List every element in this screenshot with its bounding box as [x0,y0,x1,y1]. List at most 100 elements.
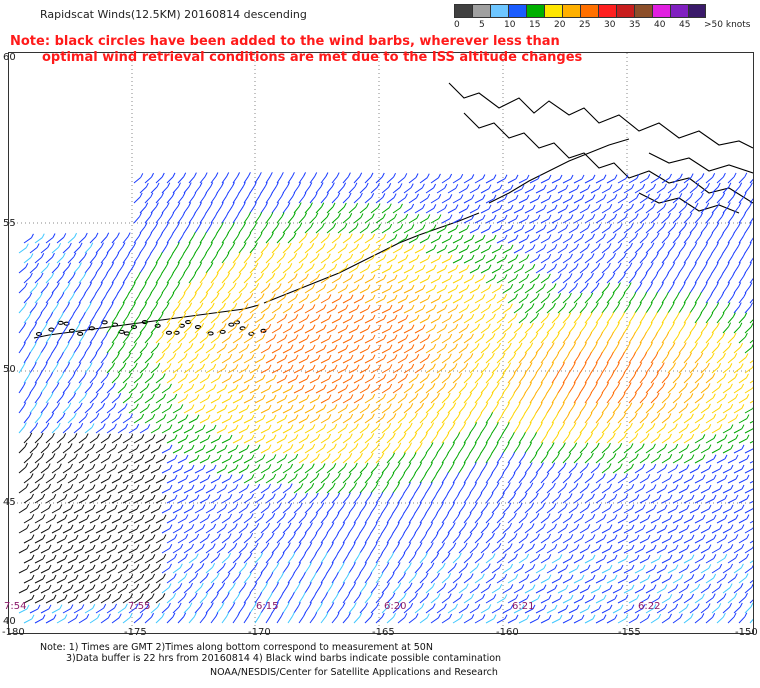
wind-barb [628,197,637,204]
wind-barb-feather [713,413,717,419]
wind-barb [375,318,385,324]
wind-barb [144,376,153,384]
wind-barb-feather [284,434,288,439]
wind-barb [513,406,519,414]
wind-barb [436,367,445,374]
wind-barb-feather [350,294,354,299]
wind-barb-feather [706,342,710,347]
wind-barb [375,217,384,224]
wind-barb [122,498,132,504]
wind-barb [634,447,643,454]
wind-barb [667,246,674,254]
wind-barb-feather [83,352,87,357]
wind-barb-feather [584,422,588,427]
wind-barb [447,367,456,374]
wind-barb-feather [504,254,508,259]
wind-barb [29,426,36,434]
wind-barb [210,498,220,504]
wind-barb-feather [676,312,680,317]
wind-barb [733,407,743,414]
wind-barb-feather [523,452,527,457]
wind-barb-feather [515,293,518,299]
wind-barb [403,288,413,294]
wind-barb [595,497,604,504]
wind-barb [265,358,275,364]
wind-barb [216,468,226,474]
wind-barb [95,528,105,534]
wind-barb [205,367,214,374]
wind-barb-feather [694,302,697,307]
wind-barb-feather [460,254,464,260]
wind-barb-feather [174,434,178,440]
wind-barb-feather [588,372,592,377]
wind-barb [623,528,633,534]
wind-barb-feather [262,414,266,420]
wind-barb-feather [257,464,261,469]
wind-barb [282,487,291,494]
wind-barb-feather [356,264,360,269]
wind-barb-feather [399,403,403,408]
wind-barb [705,478,715,484]
wind-barb [172,547,181,554]
wind-barb-feather [89,362,93,367]
wind-barb [95,508,105,514]
wind-barb [51,306,58,314]
wind-barb-feather [145,342,149,348]
wind-barb [601,346,607,354]
wind-barb-feather [553,503,557,508]
wind-barb [452,396,460,404]
wind-barb [557,267,566,274]
wind-barb-feather [74,232,77,238]
wind-barb-feather [730,504,734,510]
wind-barb-feather [559,174,563,180]
wind-barb [276,378,286,384]
wind-barb [73,266,80,274]
wind-barb-feather [287,542,291,547]
wind-barb [386,278,396,284]
wind-barb-feather [71,332,75,337]
wind-barb [628,416,636,424]
wind-barb-feather [195,333,199,338]
wind-barb-feather [205,292,209,297]
wind-barb [573,538,583,544]
wind-barb [463,436,469,444]
wind-barb-feather [499,224,503,230]
wind-barb [661,396,669,404]
wind-barb-feather [139,212,142,217]
wind-barb [584,456,592,464]
wind-barb [716,538,726,544]
wind-barb [199,438,209,444]
wind-barb [595,217,604,224]
wind-barb-feather [79,402,83,408]
wind-barb-feather [283,273,287,278]
wind-barb [260,467,270,474]
wind-barb [172,266,178,274]
wind-barb [161,246,167,254]
wind-barb [249,468,259,474]
wind-barb [579,208,589,214]
wind-barb [573,218,583,224]
wind-barb-feather [122,322,126,327]
wind-barb [738,438,748,444]
wind-barb [161,448,171,454]
wind-barb-feather [545,432,549,437]
wind-barb-feather [479,492,483,497]
wind-barb [172,428,182,434]
wind-barb [364,397,373,404]
wind-barb-feather [540,342,544,347]
wind-barb-feather [301,324,305,329]
wind-barb [711,186,719,194]
wind-barb-feather [80,423,84,428]
wind-barb-feather [664,524,668,530]
wind-barb-feather [136,423,140,429]
wind-barb-feather [389,324,393,330]
wind-barb [128,346,135,354]
wind-barb-feather [653,463,657,469]
wind-barb-feather [23,422,27,427]
wind-barb [282,348,292,354]
wind-barb-feather [490,392,494,397]
wind-barb [546,486,554,494]
wind-barb [183,527,193,534]
wind-barb [194,468,204,474]
wind-barb-feather [292,192,296,197]
